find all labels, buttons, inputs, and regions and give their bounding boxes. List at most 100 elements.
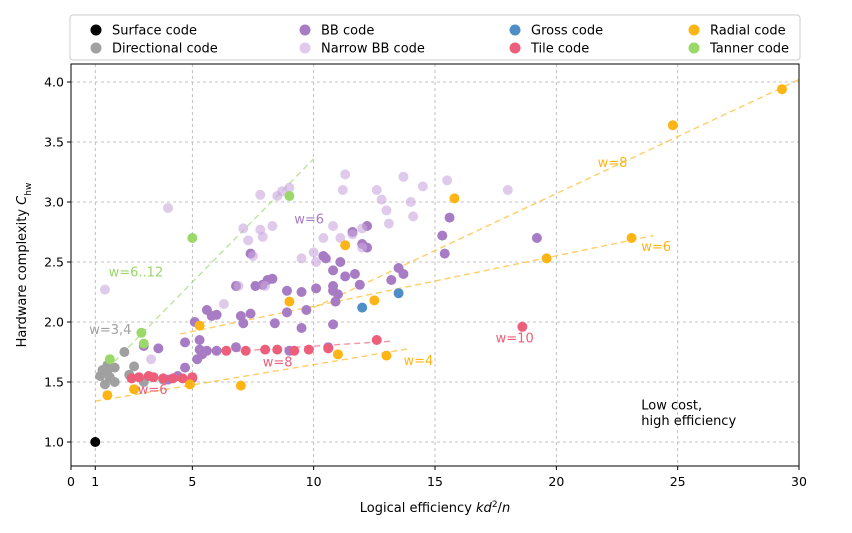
data-point bbox=[449, 193, 460, 204]
data-points bbox=[90, 84, 788, 447]
data-point bbox=[260, 344, 271, 355]
annotation: w=8 bbox=[598, 156, 628, 171]
legend-entry: Radial code bbox=[688, 24, 786, 39]
data-point bbox=[194, 320, 205, 331]
data-point bbox=[340, 240, 351, 251]
y-tick-label: 4.0 bbox=[44, 75, 64, 90]
annotation: w=4 bbox=[403, 354, 433, 369]
data-point bbox=[335, 257, 346, 267]
legend-label: Directional code bbox=[112, 42, 218, 57]
data-point bbox=[301, 305, 312, 315]
data-point bbox=[233, 281, 244, 291]
data-point bbox=[284, 191, 295, 201]
data-point bbox=[318, 233, 329, 243]
data-point bbox=[104, 354, 115, 365]
legend-frame bbox=[69, 14, 801, 61]
data-point bbox=[136, 327, 147, 338]
data-point bbox=[393, 288, 404, 299]
data-point bbox=[245, 308, 256, 319]
data-point bbox=[323, 343, 334, 354]
data-point bbox=[180, 362, 191, 373]
data-point bbox=[238, 318, 249, 329]
legend-label: Tanner code bbox=[709, 42, 789, 57]
x-tick-label: 10 bbox=[306, 474, 322, 489]
data-point bbox=[328, 265, 339, 276]
annotations: w=3,4 w=6..12 w=6 w=8 w=6 w=4 w=10 w=8 w=6 Low co… bbox=[89, 156, 736, 429]
data-point bbox=[439, 248, 450, 259]
data-point bbox=[311, 257, 322, 267]
data-point bbox=[238, 223, 249, 234]
data-point bbox=[187, 233, 198, 243]
data-point bbox=[218, 299, 229, 309]
data-point bbox=[184, 379, 195, 390]
data-point bbox=[248, 251, 258, 261]
legend-marker bbox=[509, 24, 521, 36]
data-point bbox=[257, 231, 268, 242]
data-point bbox=[437, 230, 448, 241]
data-point bbox=[281, 285, 292, 296]
data-point bbox=[347, 229, 358, 240]
annotation: w=6 bbox=[294, 213, 324, 228]
data-point bbox=[133, 372, 144, 383]
trend-line bbox=[180, 234, 654, 335]
data-point bbox=[667, 120, 678, 131]
legend-marker bbox=[509, 42, 521, 54]
legend-label: Gross code bbox=[531, 24, 603, 39]
legend-label: Radial code bbox=[710, 24, 786, 39]
annotation: w=3,4 bbox=[89, 323, 131, 338]
data-point bbox=[328, 319, 339, 330]
x-tick-label: 25 bbox=[670, 474, 686, 489]
y-tick-label: 1.5 bbox=[44, 375, 64, 390]
data-point bbox=[296, 253, 307, 264]
annotation: Low cost, bbox=[641, 399, 702, 414]
data-point bbox=[129, 384, 140, 395]
data-point bbox=[311, 283, 322, 294]
data-point bbox=[177, 373, 188, 384]
series-radial-code bbox=[102, 84, 788, 401]
annotation: w=6 bbox=[641, 240, 671, 255]
legend-label: Tile code bbox=[530, 42, 589, 57]
data-point bbox=[146, 354, 157, 365]
data-point bbox=[99, 284, 110, 295]
data-point bbox=[167, 373, 178, 384]
data-point bbox=[90, 437, 101, 447]
legend-label: Narrow BB code bbox=[321, 42, 425, 57]
legend-marker bbox=[299, 24, 311, 36]
data-point bbox=[405, 197, 416, 207]
data-point bbox=[626, 233, 637, 243]
legend-entry: Directional code bbox=[90, 42, 218, 57]
data-point bbox=[255, 189, 266, 200]
data-point bbox=[163, 203, 174, 213]
data-point bbox=[376, 194, 387, 205]
legend-entry: Tile code bbox=[509, 42, 589, 57]
data-point bbox=[349, 269, 360, 279]
trend-line bbox=[95, 347, 411, 402]
annotation: w=10 bbox=[496, 331, 534, 346]
data-point bbox=[296, 323, 307, 333]
data-point bbox=[417, 181, 428, 192]
data-point bbox=[240, 345, 251, 356]
series-gross-code bbox=[357, 288, 404, 313]
data-point bbox=[383, 218, 394, 229]
data-point bbox=[269, 318, 280, 329]
data-point bbox=[211, 309, 222, 320]
data-point bbox=[284, 182, 295, 193]
legend-label: Surface code bbox=[112, 24, 197, 39]
data-point bbox=[267, 273, 278, 284]
legend-label: BB code bbox=[321, 24, 374, 39]
data-point bbox=[260, 281, 271, 291]
data-point bbox=[194, 335, 205, 345]
x-tick-label: 20 bbox=[548, 474, 564, 489]
data-point bbox=[369, 295, 380, 306]
series-narrow-bb-code bbox=[99, 169, 513, 365]
data-point bbox=[138, 338, 149, 349]
data-point bbox=[129, 361, 140, 372]
legend-entry: Tanner code bbox=[688, 42, 789, 57]
annotation: w=6 bbox=[138, 383, 168, 398]
data-point bbox=[371, 335, 382, 345]
data-point bbox=[371, 185, 382, 195]
data-point bbox=[97, 365, 108, 375]
y-tick-label: 2.0 bbox=[44, 315, 64, 330]
data-point bbox=[381, 205, 392, 216]
